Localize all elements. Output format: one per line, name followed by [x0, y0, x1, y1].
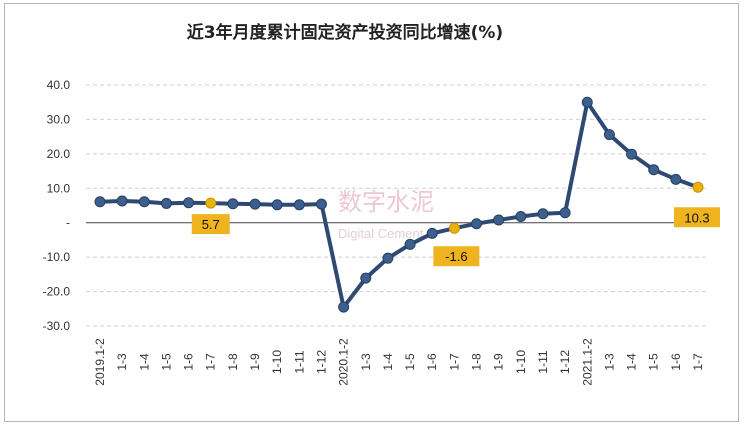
x-tick-label: 1-3 — [359, 353, 373, 371]
x-tick-label: 1-5 — [403, 353, 417, 371]
x-tick-label: 1-8 — [226, 353, 240, 371]
data-point — [648, 164, 660, 176]
x-tick-label: 1-4 — [625, 353, 639, 371]
callout-box — [433, 246, 480, 267]
data-point — [471, 218, 483, 230]
data-point — [670, 173, 682, 185]
x-tick-label: 2020.1-2 — [337, 338, 351, 386]
x-tick-label: 1-5 — [159, 353, 173, 371]
data-callouts: 5.7 -1.6 10.3 — [191, 207, 720, 267]
x-tick-label: 1-6 — [425, 353, 439, 371]
x-tick-label: 1-4 — [381, 353, 395, 371]
data-point — [559, 207, 571, 219]
callout-label: 5.7 — [202, 217, 220, 232]
x-tick-label: 1-10 — [270, 350, 284, 374]
x-tick-label: 1-11 — [536, 350, 550, 373]
data-point — [382, 252, 394, 264]
data-point — [537, 208, 549, 220]
data-point-highlight — [692, 181, 704, 193]
x-tick-label: 1-8 — [470, 353, 484, 371]
gridlines — [86, 84, 706, 327]
data-point — [515, 211, 527, 223]
data-point — [493, 214, 505, 226]
data-point — [183, 197, 195, 209]
series-line — [98, 100, 700, 310]
data-point-highlight — [205, 197, 217, 209]
data-point — [94, 196, 106, 208]
x-tick-label: 1-7 — [204, 353, 218, 371]
data-points — [94, 96, 704, 313]
data-point — [160, 197, 172, 209]
data-point-highlight — [448, 222, 460, 234]
callout-label: -1.6 — [445, 249, 467, 264]
x-tick-label: 1-9 — [248, 353, 262, 371]
callout-label: 10.3 — [684, 210, 709, 225]
x-tick-label: 2019.1-2 — [93, 338, 107, 386]
x-tick-label: 1-6 — [182, 353, 196, 371]
x-tick-label: 1-4 — [137, 353, 151, 371]
x-axis-ticks: 2019.1-2 1-3 1-4 1-5 1-6 1-7 1-8 1-9 1-10 1-11 1-1… — [93, 338, 705, 386]
watermark: 数字水泥 Digital Cement — [338, 188, 434, 241]
x-tick-label: 1-5 — [647, 353, 661, 371]
y-tick-label: -20.0 — [43, 285, 71, 299]
data-point — [581, 96, 593, 108]
data-point — [338, 301, 350, 313]
x-tick-label: 1-10 — [514, 350, 528, 374]
data-point — [404, 238, 416, 250]
watermark-main: 数字水泥 — [338, 188, 434, 216]
x-tick-label: 1-7 — [447, 353, 461, 371]
x-tick-label: 1-11 — [292, 350, 306, 373]
data-point — [426, 227, 438, 239]
y-tick-label: 10.0 — [47, 181, 71, 195]
callout-box — [191, 214, 230, 235]
x-tick-label: 1-12 — [558, 350, 572, 374]
data-point — [315, 198, 327, 210]
x-tick-label: 1-6 — [669, 353, 683, 371]
callout-box — [674, 207, 720, 228]
x-tick-label: 1-3 — [602, 353, 616, 371]
data-point — [626, 148, 638, 160]
series-path — [98, 100, 700, 310]
data-point — [227, 198, 239, 210]
x-tick-label: 1-12 — [314, 350, 328, 374]
data-point — [249, 198, 261, 210]
y-tick-label: 30.0 — [47, 112, 71, 126]
data-point — [271, 199, 283, 211]
y-tick-label: 40.0 — [47, 78, 71, 92]
x-tick-label: 1-3 — [115, 353, 129, 371]
data-point — [138, 196, 150, 208]
y-tick-label: 20.0 — [47, 147, 71, 161]
data-point — [116, 195, 128, 207]
y-tick-label: - — [66, 216, 70, 230]
y-axis-ticks: 40.0 30.0 20.0 10.0 - -10.0 -20.0 -30.0 — [43, 78, 71, 333]
watermark-sub: Digital Cement — [338, 226, 424, 241]
y-tick-label: -30.0 — [43, 319, 71, 333]
x-tick-label: 1-7 — [691, 353, 705, 371]
data-point — [360, 272, 372, 284]
x-tick-label: 1-9 — [492, 353, 506, 371]
y-tick-label: -10.0 — [43, 250, 71, 264]
chart-frame — [4, 3, 739, 422]
data-point — [603, 129, 615, 141]
data-point — [293, 199, 305, 211]
chart-title: 近3年月度累计固定资产投资同比增速(%) — [186, 23, 504, 43]
x-tick-label: 2021.1-2 — [580, 338, 594, 386]
